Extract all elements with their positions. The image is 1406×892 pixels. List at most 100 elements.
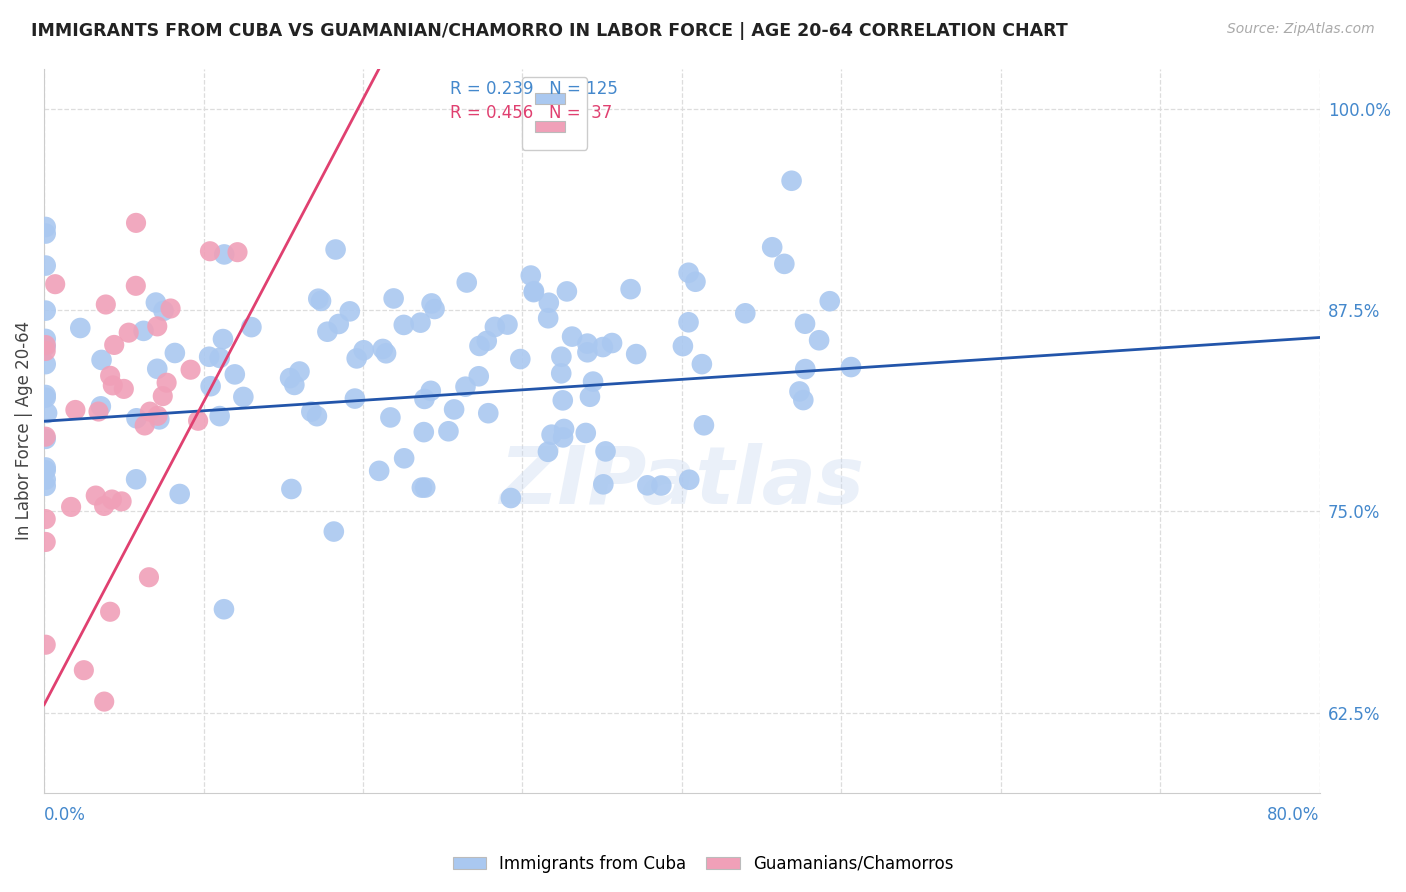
Point — [118, 326, 141, 340]
Point — [456, 276, 478, 290]
Point — [353, 343, 375, 358]
Point — [125, 216, 148, 230]
Point — [551, 430, 574, 444]
Point — [761, 240, 783, 254]
Point — [212, 602, 235, 616]
Point — [678, 266, 700, 280]
Point — [792, 393, 814, 408]
Point — [232, 390, 254, 404]
Point — [382, 292, 405, 306]
Point — [523, 285, 546, 300]
Point — [550, 350, 572, 364]
Point — [693, 418, 716, 433]
Point — [35, 259, 58, 273]
Point — [423, 301, 446, 316]
Point — [44, 277, 66, 292]
Point — [35, 303, 58, 318]
Point — [818, 294, 841, 309]
Point — [523, 284, 546, 298]
Point — [325, 243, 347, 257]
Point — [101, 492, 124, 507]
Point — [496, 318, 519, 332]
Point — [540, 427, 562, 442]
Point — [454, 379, 477, 393]
Point — [537, 444, 560, 458]
Point — [499, 491, 522, 505]
Point — [35, 473, 58, 487]
Point — [35, 332, 58, 346]
Point — [198, 350, 221, 364]
Point — [392, 451, 415, 466]
Point — [636, 478, 658, 492]
Point — [146, 361, 169, 376]
Point — [468, 369, 491, 384]
Point — [159, 301, 181, 316]
Point — [375, 346, 398, 360]
Point — [60, 500, 83, 514]
Point — [789, 384, 811, 399]
Point — [477, 406, 499, 420]
Point — [35, 391, 58, 405]
Point — [94, 297, 117, 311]
Point — [198, 244, 221, 259]
Point — [35, 535, 58, 549]
Point — [148, 412, 170, 426]
Point — [309, 293, 332, 308]
Point — [392, 318, 415, 332]
Text: ZIPatlas: ZIPatlas — [499, 442, 865, 521]
Legend: , : , — [522, 77, 586, 150]
Point — [138, 570, 160, 584]
Point — [35, 357, 58, 371]
Point — [678, 315, 700, 329]
Point — [413, 481, 436, 495]
Point — [420, 296, 443, 310]
Point — [773, 257, 796, 271]
Point — [672, 339, 695, 353]
Point — [346, 351, 368, 366]
Point — [152, 389, 174, 403]
Point — [169, 487, 191, 501]
Point — [93, 695, 115, 709]
Point — [98, 605, 121, 619]
Point — [600, 336, 623, 351]
Point — [226, 245, 249, 260]
Point — [69, 321, 91, 335]
Point — [280, 482, 302, 496]
Point — [328, 317, 350, 331]
Point — [35, 388, 58, 402]
Text: IMMIGRANTS FROM CUBA VS GUAMANIAN/CHAMORRO IN LABOR FORCE | AGE 20-64 CORRELATIO: IMMIGRANTS FROM CUBA VS GUAMANIAN/CHAMOR… — [31, 22, 1067, 40]
Point — [409, 316, 432, 330]
Point — [412, 425, 434, 439]
Point — [368, 464, 391, 478]
Point — [35, 227, 58, 241]
Point — [592, 340, 614, 354]
Legend: Immigrants from Cuba, Guamanians/Chamorros: Immigrants from Cuba, Guamanians/Chamorr… — [446, 848, 960, 880]
Point — [561, 329, 583, 343]
Point — [132, 324, 155, 338]
Point — [87, 404, 110, 418]
Point — [35, 479, 58, 493]
Point — [579, 390, 602, 404]
Point — [316, 325, 339, 339]
Point — [208, 409, 231, 424]
Point — [484, 319, 506, 334]
Point — [180, 362, 202, 376]
Point — [146, 319, 169, 334]
Point — [678, 473, 700, 487]
Point — [200, 379, 222, 393]
Point — [155, 376, 177, 390]
Point — [443, 402, 465, 417]
Point — [35, 219, 58, 234]
Point — [224, 368, 246, 382]
Point — [65, 403, 87, 417]
Point — [307, 292, 329, 306]
Point — [620, 282, 643, 296]
Point — [35, 406, 58, 420]
Point — [163, 346, 186, 360]
Point — [35, 343, 58, 358]
Point — [413, 392, 436, 406]
Point — [839, 360, 862, 375]
Point — [146, 409, 169, 423]
Point — [35, 339, 58, 353]
Point — [475, 334, 498, 348]
